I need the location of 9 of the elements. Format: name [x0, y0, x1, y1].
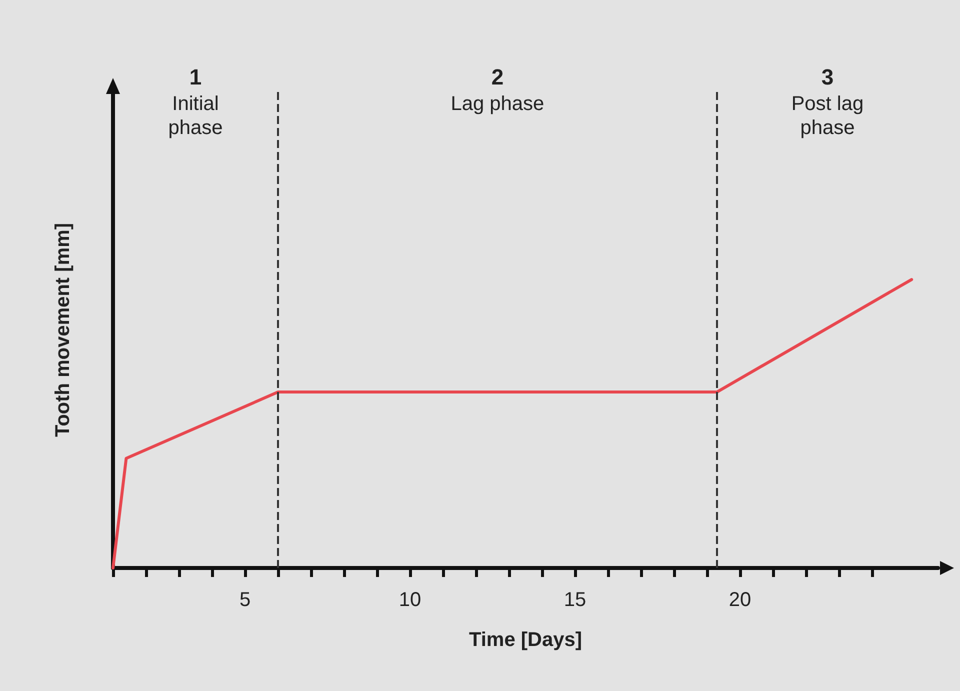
text: 3 Post lag phase [791, 64, 864, 139]
x-tick-label: 5 [239, 589, 251, 611]
y-axis-title: Tooth movement [mm] [52, 222, 74, 438]
text: 1 Initial phase [168, 64, 223, 139]
x-tick-label: 10 [398, 589, 422, 611]
x-tick-label: 15 [564, 589, 586, 611]
x-axis-title: Time [Days] [468, 629, 582, 651]
x-tick-label: 20 [728, 589, 752, 611]
text: 2 Lag phase [450, 64, 544, 115]
